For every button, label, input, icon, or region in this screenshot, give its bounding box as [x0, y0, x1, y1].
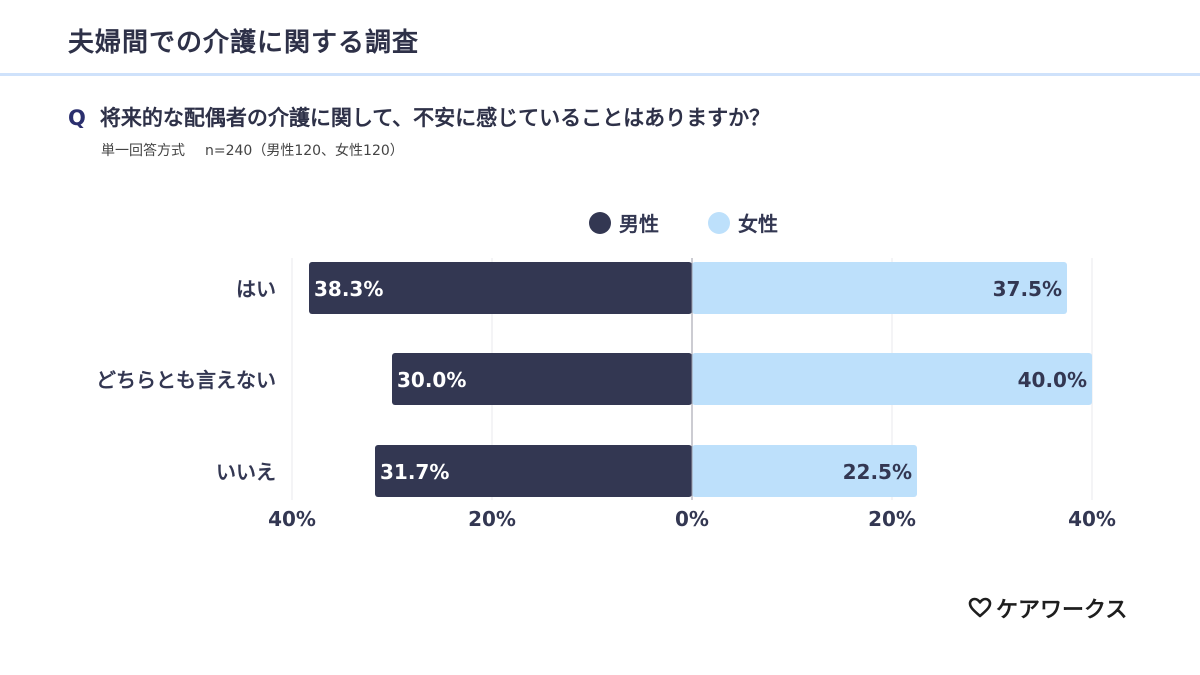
- legend-label-female: 女性: [738, 212, 778, 236]
- x-tick-label-2: 0%: [675, 507, 709, 531]
- brand-logo: ケアワークス: [968, 592, 1127, 624]
- category-label-1: どちらとも言えない: [96, 368, 276, 392]
- bar-male-0: [309, 262, 692, 314]
- category-label-0: はい: [236, 277, 276, 301]
- survey-note: 単一回答方式 n=240（男性120、女性120）: [101, 140, 404, 160]
- bar-female-0: [692, 262, 1067, 314]
- x-tick-label-0: 40%: [268, 507, 316, 531]
- bar-male-1: [392, 353, 692, 405]
- category-label-2: いいえ: [216, 460, 276, 484]
- legend-item-male: 男性: [589, 208, 659, 237]
- x-tick-label-3: 20%: [868, 507, 916, 531]
- legend-swatch-female: [708, 211, 730, 234]
- legend-swatch-male: [589, 211, 611, 234]
- chart-legend: 男性 女性: [0, 208, 1200, 238]
- x-tick-label-1: 20%: [468, 507, 516, 531]
- bar-female-2: [692, 445, 917, 497]
- legend-label-male: 男性: [619, 212, 659, 236]
- data-label-male-1: 30.0%: [397, 368, 466, 392]
- data-label-female-1: 40.0%: [1018, 368, 1087, 392]
- data-label-male-2: 31.7%: [380, 460, 449, 484]
- brand-name: ケアワークス: [996, 598, 1128, 623]
- question-line: Q 将来的な配偶者の介護に関して、不安に感じていることはありますか？: [68, 102, 770, 132]
- header-bar: 夫婦間での介護に関する調査: [0, 0, 1200, 76]
- page-title: 夫婦間での介護に関する調査: [68, 28, 420, 58]
- survey-sample: n=240（男性120、女性120）: [205, 143, 404, 159]
- heart-outline-icon: [968, 597, 992, 618]
- bar-male-2: [375, 445, 692, 497]
- data-label-female-2: 22.5%: [843, 460, 912, 484]
- data-label-female-0: 37.5%: [993, 277, 1062, 301]
- question-mark: Q: [68, 106, 86, 130]
- question-text: 将来的な配偶者の介護に関して、不安に感じていることはありますか？: [99, 106, 771, 130]
- data-label-male-0: 38.3%: [314, 277, 383, 301]
- x-tick-label-4: 40%: [1068, 507, 1116, 531]
- legend-item-female: 女性: [708, 208, 778, 237]
- survey-method: 単一回答方式: [101, 143, 185, 159]
- bar-female-1: [692, 353, 1092, 405]
